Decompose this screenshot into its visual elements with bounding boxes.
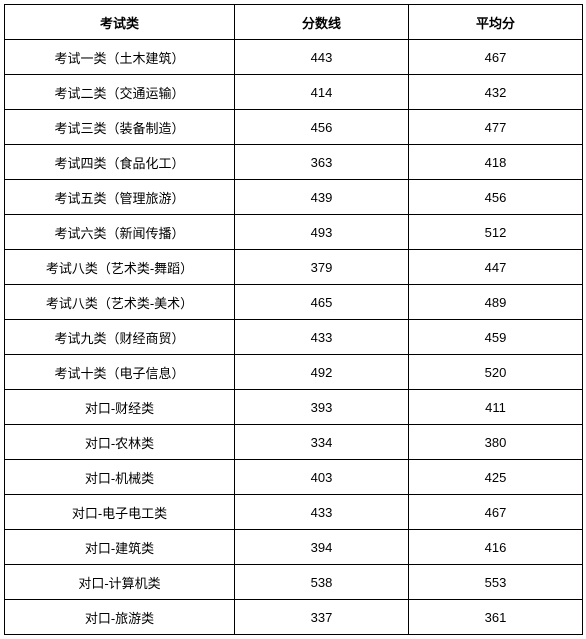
cell-avg: 489: [409, 285, 583, 320]
cell-avg: 447: [409, 250, 583, 285]
table-row: 对口-电子电工类 433 467: [5, 495, 583, 530]
cell-avg: 416: [409, 530, 583, 565]
cell-exam-type: 考试六类（新闻传播）: [5, 215, 235, 250]
table-row: 考试六类（新闻传播） 493 512: [5, 215, 583, 250]
table-row: 考试十类（电子信息） 492 520: [5, 355, 583, 390]
cell-exam-type: 考试一类（土木建筑）: [5, 40, 235, 75]
table-row: 考试三类（装备制造） 456 477: [5, 110, 583, 145]
header-score-line: 分数线: [235, 5, 409, 40]
cell-score: 433: [235, 495, 409, 530]
cell-exam-type: 对口-建筑类: [5, 530, 235, 565]
cell-score: 443: [235, 40, 409, 75]
table-row: 对口-计算机类 538 553: [5, 565, 583, 600]
cell-avg: 459: [409, 320, 583, 355]
cell-score: 403: [235, 460, 409, 495]
table-row: 对口-机械类 403 425: [5, 460, 583, 495]
cell-avg: 456: [409, 180, 583, 215]
cell-score: 439: [235, 180, 409, 215]
cell-score: 363: [235, 145, 409, 180]
table-row: 考试一类（土木建筑） 443 467: [5, 40, 583, 75]
table-row: 考试八类（艺术类-美术） 465 489: [5, 285, 583, 320]
cell-score: 337: [235, 600, 409, 635]
cell-score: 334: [235, 425, 409, 460]
cell-exam-type: 对口-机械类: [5, 460, 235, 495]
table-row: 考试九类（财经商贸） 433 459: [5, 320, 583, 355]
score-table: 考试类 分数线 平均分 考试一类（土木建筑） 443 467 考试二类（交通运输…: [4, 4, 583, 635]
table-row: 考试五类（管理旅游） 439 456: [5, 180, 583, 215]
cell-avg: 467: [409, 495, 583, 530]
cell-exam-type: 对口-电子电工类: [5, 495, 235, 530]
table-row: 考试二类（交通运输） 414 432: [5, 75, 583, 110]
cell-score: 456: [235, 110, 409, 145]
cell-score: 493: [235, 215, 409, 250]
table-row: 对口-农林类 334 380: [5, 425, 583, 460]
table-row: 对口-建筑类 394 416: [5, 530, 583, 565]
table-body: 考试一类（土木建筑） 443 467 考试二类（交通运输） 414 432 考试…: [5, 40, 583, 635]
cell-avg: 418: [409, 145, 583, 180]
cell-exam-type: 考试八类（艺术类-舞蹈）: [5, 250, 235, 285]
cell-exam-type: 考试四类（食品化工）: [5, 145, 235, 180]
cell-exam-type: 考试九类（财经商贸）: [5, 320, 235, 355]
cell-exam-type: 考试十类（电子信息）: [5, 355, 235, 390]
cell-avg: 432: [409, 75, 583, 110]
table-row: 考试四类（食品化工） 363 418: [5, 145, 583, 180]
cell-exam-type: 对口-旅游类: [5, 600, 235, 635]
cell-score: 433: [235, 320, 409, 355]
cell-exam-type: 考试二类（交通运输）: [5, 75, 235, 110]
table-row: 对口-财经类 393 411: [5, 390, 583, 425]
cell-avg: 520: [409, 355, 583, 390]
cell-exam-type: 对口-财经类: [5, 390, 235, 425]
cell-exam-type: 对口-计算机类: [5, 565, 235, 600]
cell-avg: 411: [409, 390, 583, 425]
cell-avg: 477: [409, 110, 583, 145]
cell-exam-type: 考试五类（管理旅游）: [5, 180, 235, 215]
cell-score: 393: [235, 390, 409, 425]
cell-avg: 467: [409, 40, 583, 75]
cell-score: 492: [235, 355, 409, 390]
cell-score: 538: [235, 565, 409, 600]
cell-avg: 512: [409, 215, 583, 250]
header-row: 考试类 分数线 平均分: [5, 5, 583, 40]
header-average: 平均分: [409, 5, 583, 40]
header-exam-type: 考试类: [5, 5, 235, 40]
cell-avg: 425: [409, 460, 583, 495]
cell-avg: 553: [409, 565, 583, 600]
cell-exam-type: 考试三类（装备制造）: [5, 110, 235, 145]
cell-exam-type: 对口-农林类: [5, 425, 235, 460]
cell-avg: 380: [409, 425, 583, 460]
cell-exam-type: 考试八类（艺术类-美术）: [5, 285, 235, 320]
cell-score: 394: [235, 530, 409, 565]
cell-score: 379: [235, 250, 409, 285]
table-row: 对口-旅游类 337 361: [5, 600, 583, 635]
cell-avg: 361: [409, 600, 583, 635]
cell-score: 465: [235, 285, 409, 320]
table-row: 考试八类（艺术类-舞蹈） 379 447: [5, 250, 583, 285]
cell-score: 414: [235, 75, 409, 110]
